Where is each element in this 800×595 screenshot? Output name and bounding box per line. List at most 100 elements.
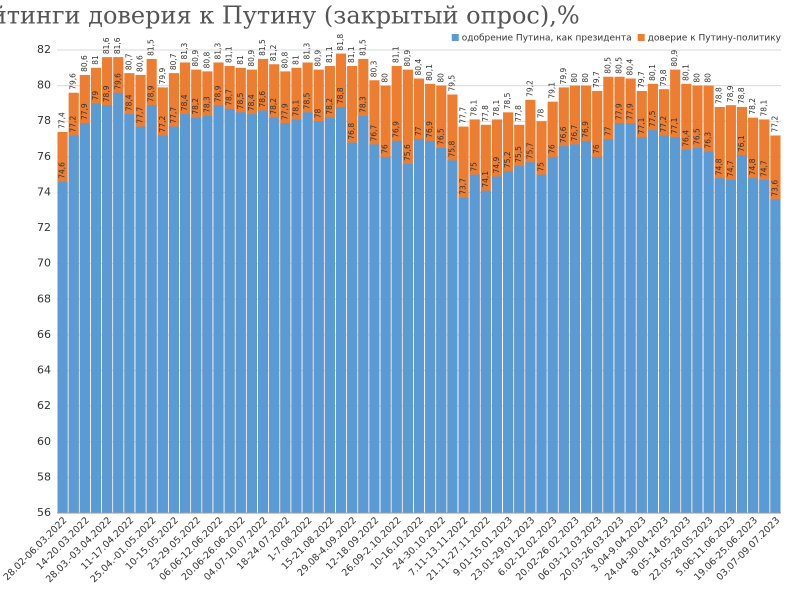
y-tick-label: 78 [37,114,51,127]
value-label: 80,8 [280,51,289,68]
value-label: 77,9 [280,103,289,120]
value-label: 74,8 [748,158,757,175]
value-label: 78,1 [470,100,479,117]
value-label: 81 [236,55,245,65]
value-label: 78,9 [214,85,223,102]
value-label: 80,9 [247,50,256,67]
value-label: 78,7 [225,89,234,106]
value-label: 78,8 [715,87,724,104]
value-label: 75,2 [503,151,512,168]
value-label: 79,2 [525,80,534,97]
value-label: 78,9 [147,85,156,102]
y-tick-label: 64 [37,364,51,377]
value-label: 75,8 [447,140,456,157]
bar [291,119,302,513]
value-label: 79,5 [447,75,456,92]
value-label: 74,1 [481,171,490,188]
value-label: 81,1 [392,46,401,63]
bar [257,110,269,514]
value-label: 79,7 [592,71,601,88]
value-label: 78 [314,108,323,118]
value-label: 76,6 [559,126,568,143]
value-label: 79,7 [637,71,646,88]
value-label: 76 [381,144,390,154]
value-label: 80 [436,73,445,83]
bar [658,135,670,513]
value-label: 80,4 [626,59,635,76]
value-label: 78,2 [748,98,757,115]
value-label: 79,6 [113,73,122,90]
value-label: 81 [291,55,300,65]
bar [503,171,514,514]
bar [725,179,736,513]
value-label: 81,2 [269,44,278,61]
value-label: 75 [537,162,546,172]
bar [514,165,525,513]
bar [547,156,558,513]
value-label: 78,9 [726,85,735,102]
bar [313,121,324,513]
value-label: 78,2 [191,98,200,115]
bar [625,123,636,513]
legend-label: одобрение Путина, как президента [462,34,632,44]
bar [102,105,113,513]
bar [347,142,358,513]
bar [569,144,581,513]
bar [670,137,681,513]
y-tick-label: 76 [37,150,51,163]
bar [413,139,425,514]
value-label: 81,3 [214,43,223,60]
value-label: 77,2 [659,116,668,133]
bar [469,174,480,513]
y-tick-label: 66 [37,328,51,341]
value-label: 81,1 [347,46,356,63]
bar [157,135,168,513]
bar [759,179,770,513]
value-label: 77 [603,126,612,136]
bar [458,197,469,514]
value-label: 77,2 [770,116,779,133]
value-label: 74,7 [759,160,768,177]
value-label: 80,1 [648,64,657,81]
value-label: 74,8 [715,158,724,175]
value-label: 76,1 [737,135,746,152]
bar [703,151,714,513]
bar [380,156,391,513]
value-label: 76,9 [392,121,401,138]
y-tick-label: 68 [37,292,51,305]
value-label: 78,8 [336,87,345,104]
bar [681,149,692,513]
bar [168,126,180,514]
bar [770,199,781,514]
y-tick-label: 74 [37,185,51,198]
bar [525,162,536,513]
value-label: 81,1 [225,46,234,63]
value-label: 80,6 [80,55,89,72]
value-label: 79,9 [559,67,568,84]
value-label: 76,5 [436,128,445,145]
bar [358,115,369,513]
bar [748,178,759,513]
legend-swatch [637,34,645,41]
value-label: 78,5 [303,92,312,109]
bar [135,126,146,514]
bar [402,163,413,513]
value-label: 78,4 [124,94,133,111]
value-label: 80,5 [603,57,612,74]
value-label: 76,7 [369,124,378,141]
value-label: 80,5 [614,57,623,74]
value-label: 79,1 [548,82,557,99]
bar [491,176,503,513]
value-label: 80 [381,73,390,83]
bar [335,106,347,513]
y-tick-label: 82 [37,43,51,56]
y-tick-label: 72 [37,221,51,234]
value-label: 79 [91,91,100,101]
value-label: 74,9 [492,157,501,174]
value-label: 77,7 [459,107,468,124]
value-label: 76,9 [581,121,590,138]
value-label: 80 [581,73,590,83]
bar [581,140,592,514]
legend-swatch [451,34,459,41]
